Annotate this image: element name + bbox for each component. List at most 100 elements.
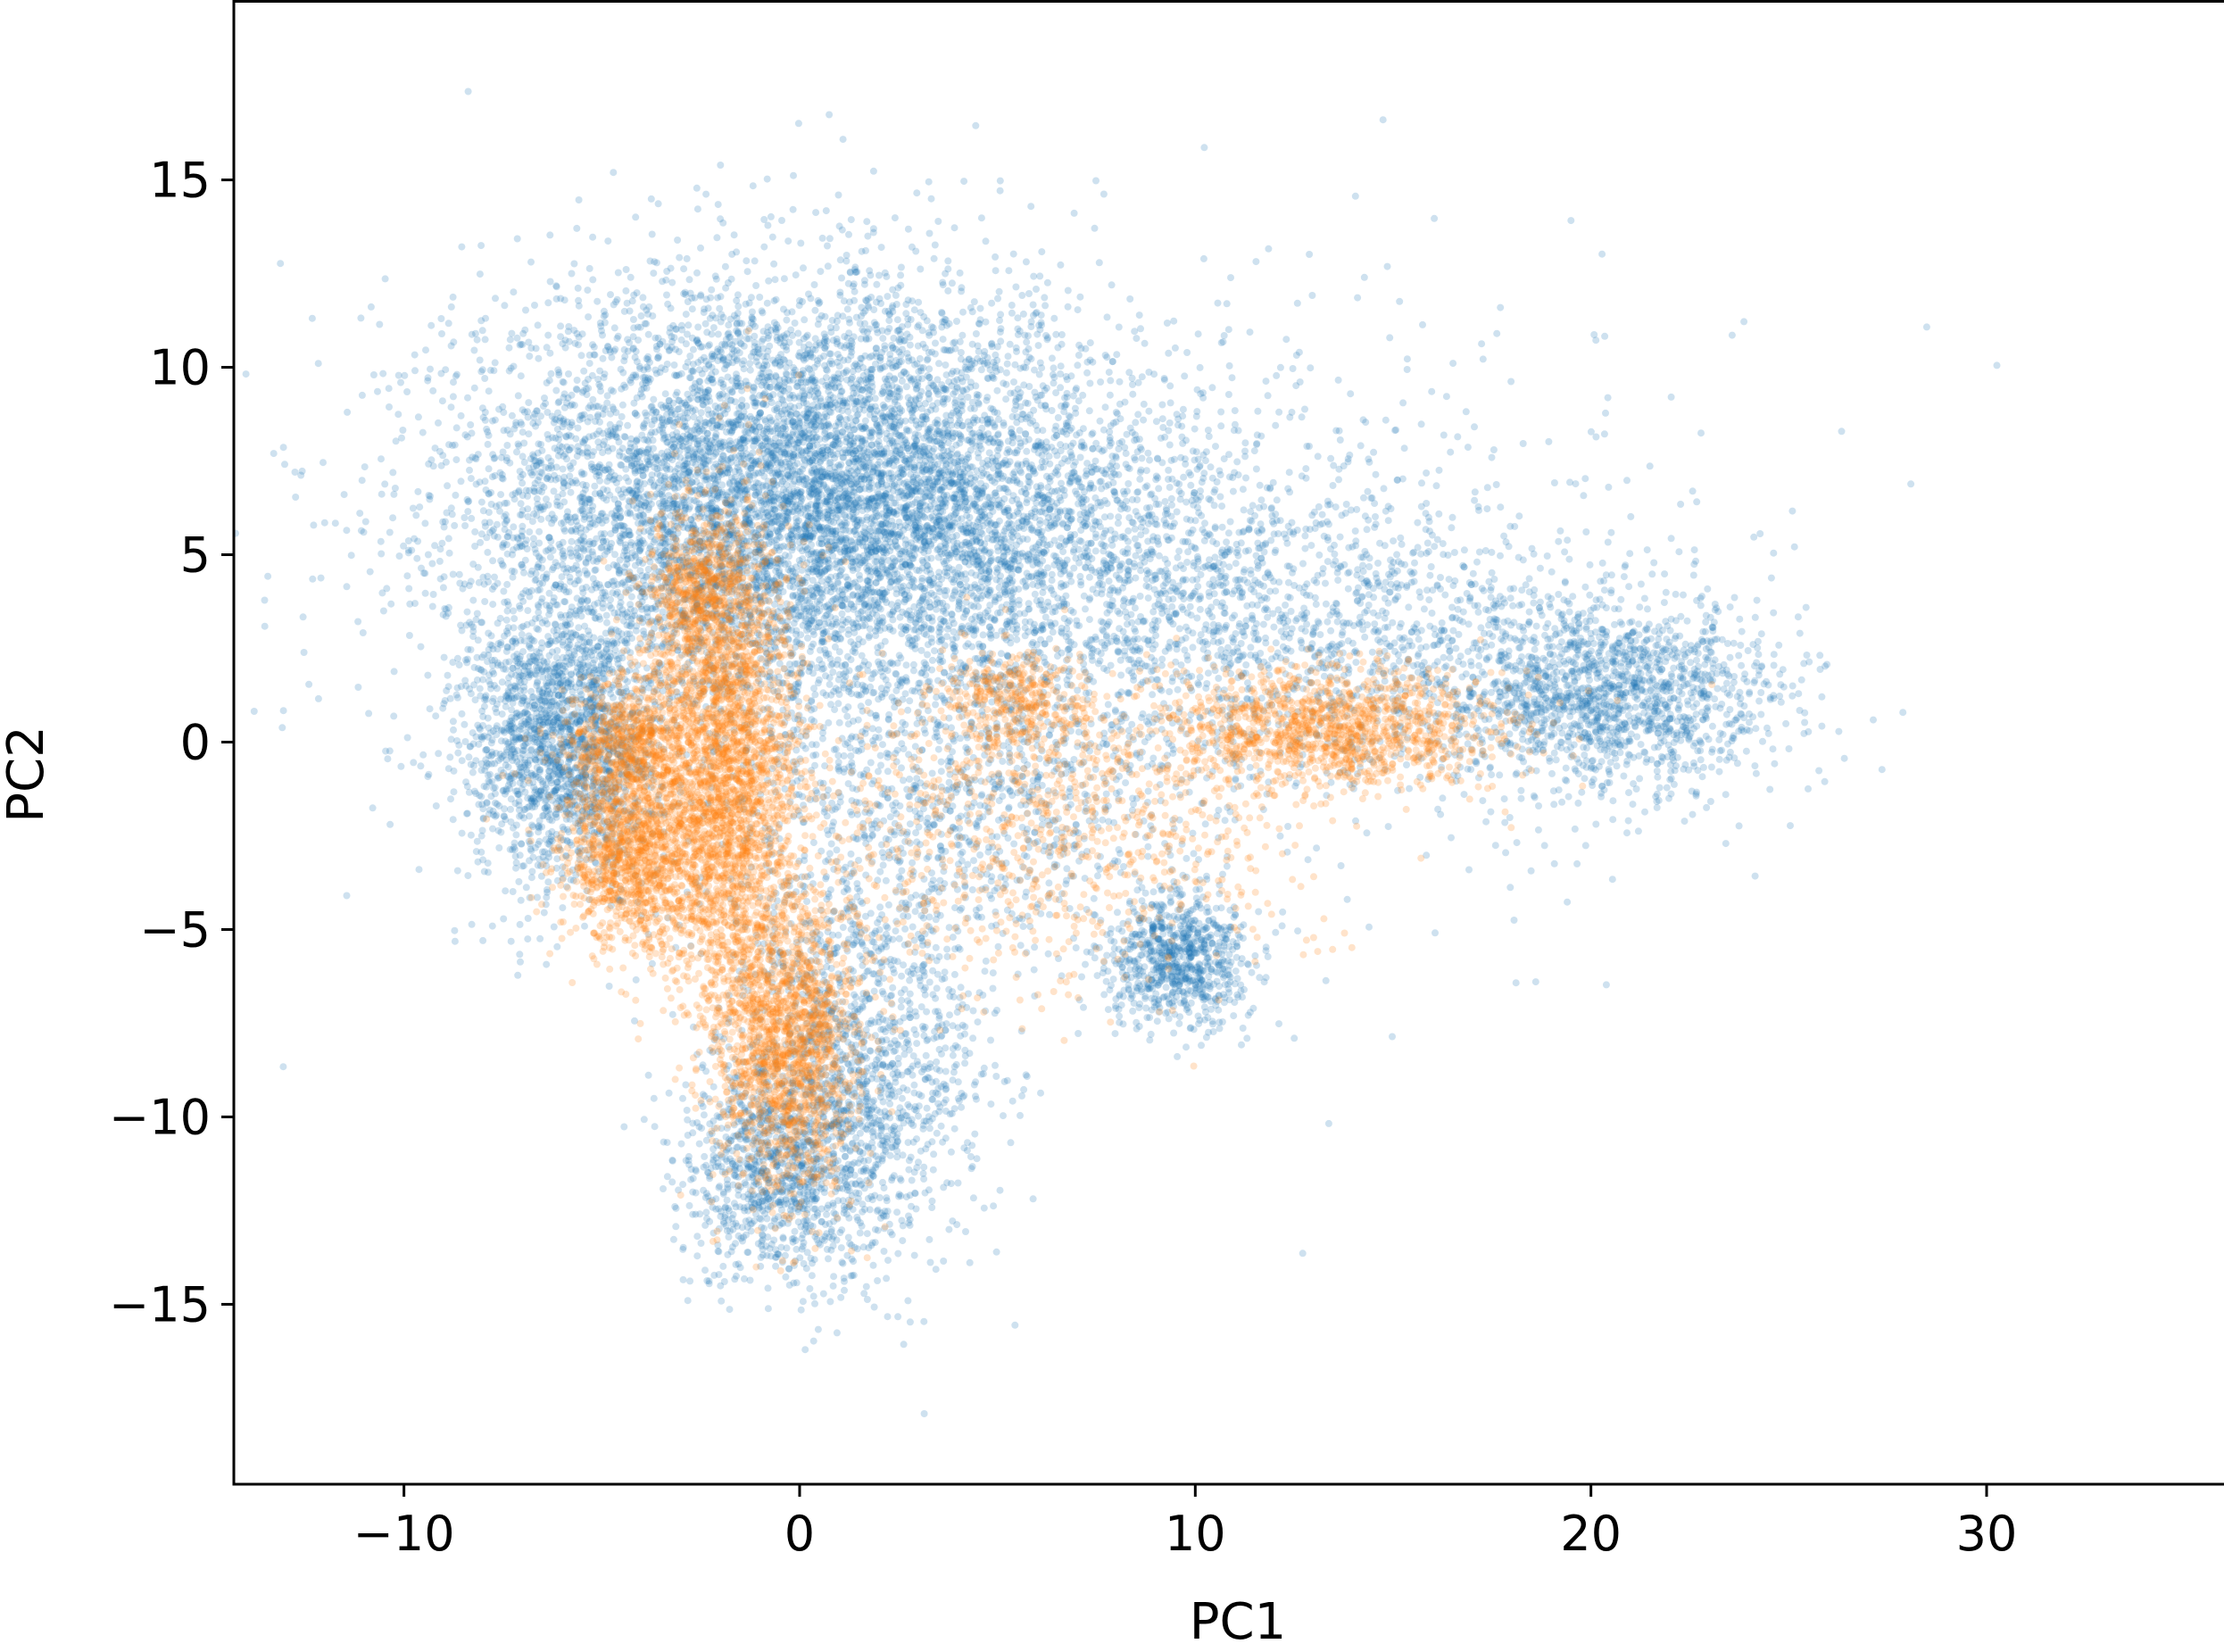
data-point — [1018, 292, 1025, 299]
data-point — [940, 336, 947, 343]
data-point — [564, 565, 571, 572]
data-point — [824, 243, 831, 250]
data-point — [534, 407, 541, 414]
data-point — [519, 330, 527, 337]
data-point — [360, 629, 367, 636]
data-point — [649, 605, 656, 612]
data-point — [643, 449, 650, 456]
data-point — [544, 344, 551, 351]
data-point — [600, 604, 607, 611]
data-point — [993, 387, 1000, 394]
data-point — [406, 632, 413, 639]
data-point — [706, 341, 713, 348]
data-point — [567, 574, 574, 581]
data-point — [591, 567, 598, 574]
data-point — [485, 432, 493, 439]
data-point — [354, 684, 361, 691]
data-point — [492, 295, 499, 302]
data-point — [365, 710, 372, 717]
data-point — [573, 225, 580, 232]
data-point — [1165, 350, 1172, 357]
data-point — [740, 357, 747, 364]
data-point — [751, 323, 759, 330]
data-point — [671, 361, 678, 369]
data-point — [722, 263, 729, 270]
data-point — [781, 275, 788, 282]
data-point — [586, 360, 593, 367]
data-point — [469, 597, 477, 604]
data-point — [560, 466, 567, 473]
data-point — [589, 276, 596, 283]
data-point — [568, 421, 576, 428]
data-point — [750, 316, 757, 323]
data-point — [874, 329, 881, 336]
data-point — [445, 535, 452, 542]
data-point — [280, 444, 287, 451]
data-point — [511, 495, 519, 502]
data-point — [733, 328, 740, 335]
data-point — [414, 488, 421, 495]
data-point — [593, 431, 601, 438]
data-point — [760, 473, 768, 480]
data-point — [640, 422, 647, 429]
data-point — [415, 413, 422, 420]
data-point — [439, 705, 446, 712]
data-point — [394, 411, 402, 418]
data-point — [768, 213, 775, 220]
data-point — [449, 511, 456, 518]
data-point — [600, 411, 607, 418]
data-point — [680, 290, 687, 297]
data-point — [499, 542, 506, 549]
data-point — [837, 461, 844, 469]
data-point — [602, 347, 610, 354]
data-point — [426, 496, 433, 503]
data-point — [446, 753, 453, 760]
data-point — [831, 706, 838, 713]
data-point — [892, 214, 899, 221]
data-point — [732, 398, 739, 405]
data-point — [519, 428, 527, 436]
data-point — [662, 390, 669, 397]
data-point — [827, 328, 834, 336]
data-point — [676, 470, 683, 477]
data-point — [700, 401, 707, 408]
data-point — [709, 311, 716, 319]
data-point — [543, 495, 550, 502]
data-point — [795, 403, 802, 410]
data-point — [633, 373, 640, 380]
data-point — [741, 365, 748, 372]
data-point — [453, 424, 461, 431]
data-point — [694, 419, 701, 427]
data-point — [516, 951, 523, 958]
data-point — [659, 278, 666, 285]
data-point — [408, 547, 415, 554]
data-point — [503, 442, 510, 449]
data-point — [431, 542, 438, 549]
data-point — [510, 568, 518, 575]
data-point — [498, 454, 505, 461]
data-point — [380, 608, 387, 615]
data-point — [899, 378, 906, 385]
data-point — [471, 385, 478, 392]
data-point — [529, 518, 536, 525]
data-point — [344, 409, 351, 416]
data-point — [603, 612, 610, 619]
data-point — [843, 713, 851, 720]
data-point — [840, 136, 847, 143]
data-point — [584, 569, 591, 577]
data-point — [644, 311, 651, 318]
data-point — [481, 375, 488, 382]
data-point — [565, 370, 572, 378]
data-point — [1008, 302, 1016, 309]
data-point — [568, 444, 575, 452]
data-point — [777, 351, 784, 358]
data-point — [551, 419, 558, 427]
data-point — [448, 303, 455, 311]
data-point — [591, 483, 598, 490]
data-point — [770, 261, 777, 268]
data-point — [816, 677, 823, 684]
data-point — [680, 265, 687, 272]
data-point — [557, 322, 564, 329]
data-point — [480, 414, 487, 421]
